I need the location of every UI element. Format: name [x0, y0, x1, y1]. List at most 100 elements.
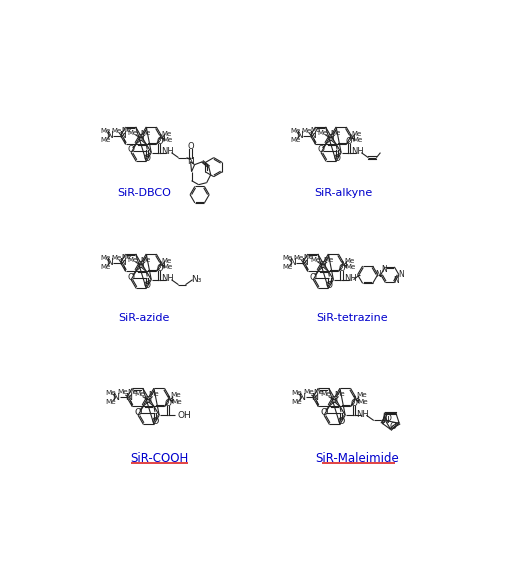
Text: NH: NH: [161, 274, 174, 283]
Text: Me: Me: [344, 258, 354, 264]
Text: Si: Si: [137, 261, 145, 270]
Text: Me: Me: [303, 254, 313, 260]
Text: Me: Me: [301, 128, 312, 134]
Text: Me: Me: [127, 389, 138, 395]
Text: SiR-DBCO: SiR-DBCO: [117, 188, 171, 198]
Text: Me: Me: [148, 392, 159, 397]
Text: O: O: [326, 281, 333, 290]
Text: Me: Me: [290, 128, 301, 134]
Text: Me: Me: [310, 257, 320, 263]
Text: O: O: [151, 417, 159, 426]
Text: Me: Me: [141, 257, 151, 263]
Text: Me: Me: [321, 392, 331, 397]
Text: N: N: [398, 270, 404, 279]
Text: Si: Si: [144, 396, 152, 404]
Text: Me: Me: [292, 390, 303, 396]
Text: Me: Me: [290, 137, 301, 143]
Text: O: O: [337, 417, 345, 426]
Text: Me: Me: [282, 255, 293, 261]
Text: Me: Me: [128, 257, 138, 263]
Text: Si: Si: [319, 261, 327, 270]
Text: Si: Si: [137, 134, 145, 143]
Text: Me: Me: [335, 392, 345, 397]
Text: N: N: [393, 275, 399, 284]
Text: N: N: [125, 393, 133, 402]
Text: N: N: [296, 131, 303, 140]
Text: Me: Me: [162, 258, 172, 264]
Text: Me: Me: [121, 127, 131, 134]
Text: Me: Me: [163, 264, 173, 270]
Text: O: O: [134, 408, 142, 417]
Text: Me: Me: [352, 131, 362, 137]
Text: O: O: [338, 264, 345, 273]
Text: Me: Me: [282, 264, 293, 270]
Text: N: N: [289, 258, 295, 267]
Text: N: N: [340, 261, 347, 270]
Text: O: O: [127, 273, 135, 282]
Text: Me: Me: [331, 130, 341, 136]
Text: Me: Me: [100, 264, 110, 270]
Text: N: N: [187, 157, 194, 166]
Text: N: N: [301, 258, 308, 268]
Text: Me: Me: [313, 389, 324, 395]
Text: SiR-alkyne: SiR-alkyne: [315, 188, 373, 198]
Text: N: N: [166, 396, 173, 404]
Text: SiR-Maleimide: SiR-Maleimide: [315, 452, 399, 465]
Text: N₃: N₃: [192, 275, 202, 284]
Text: Me: Me: [357, 399, 368, 404]
Text: Me: Me: [100, 128, 110, 134]
Text: Me: Me: [112, 255, 122, 261]
Text: Si: Si: [327, 134, 335, 143]
Text: O: O: [156, 137, 162, 146]
Text: O: O: [144, 154, 151, 163]
Text: O: O: [310, 273, 317, 282]
Text: O: O: [187, 142, 194, 151]
Text: N: N: [158, 134, 165, 143]
Text: N: N: [309, 131, 316, 140]
Text: SiR-azide: SiR-azide: [118, 312, 169, 323]
Text: N: N: [119, 131, 126, 140]
Text: N: N: [352, 396, 359, 404]
Text: N: N: [298, 393, 305, 402]
Text: O: O: [350, 399, 357, 408]
Text: Me: Me: [100, 137, 110, 143]
Text: N: N: [158, 261, 165, 270]
Text: Me: Me: [292, 399, 303, 405]
Text: O: O: [333, 154, 340, 163]
Text: NH: NH: [352, 148, 364, 157]
Text: O: O: [144, 281, 151, 290]
Text: O: O: [164, 399, 171, 408]
Text: N: N: [382, 416, 389, 425]
Text: Me: Me: [356, 393, 367, 398]
Text: SiR-COOH: SiR-COOH: [130, 452, 189, 465]
Text: O: O: [156, 264, 162, 273]
Text: Me: Me: [112, 128, 122, 134]
Text: N: N: [381, 265, 387, 274]
Text: O: O: [127, 145, 135, 154]
Text: SiR-tetrazine: SiR-tetrazine: [316, 312, 388, 323]
Text: Me: Me: [141, 130, 151, 136]
Text: Si: Si: [330, 396, 338, 404]
Text: Me: Me: [318, 130, 328, 136]
Text: Me: Me: [294, 255, 304, 261]
Text: N: N: [119, 258, 126, 268]
Text: Me: Me: [128, 130, 138, 136]
Text: N: N: [107, 131, 113, 140]
Text: Me: Me: [121, 254, 131, 260]
Text: O: O: [346, 137, 353, 146]
Text: Me: Me: [345, 264, 355, 270]
Text: N: N: [107, 258, 113, 267]
Text: Me: Me: [134, 392, 145, 397]
Text: NH: NH: [344, 274, 356, 283]
Text: N: N: [348, 134, 355, 143]
Text: NH: NH: [356, 410, 369, 419]
Text: Me: Me: [100, 255, 110, 261]
Text: Me: Me: [106, 399, 116, 405]
Text: N: N: [375, 270, 381, 279]
Text: O: O: [320, 408, 328, 417]
Text: Me: Me: [163, 137, 173, 143]
Text: NH: NH: [161, 148, 174, 157]
Text: N: N: [312, 393, 319, 402]
Text: Me: Me: [106, 390, 116, 396]
Text: O: O: [385, 414, 392, 423]
